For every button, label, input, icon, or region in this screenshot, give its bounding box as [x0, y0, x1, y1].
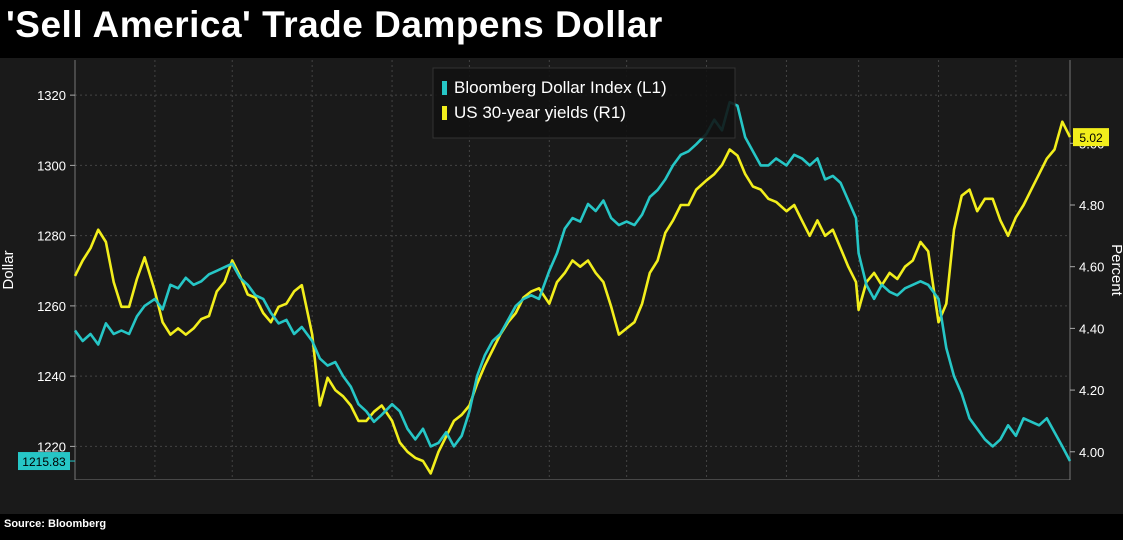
x-axis-band [0, 480, 1123, 514]
legend-label-yields: US 30-year yields (R1) [454, 103, 626, 122]
legend-swatch-dollar [442, 81, 447, 95]
left-tick-label: 1280 [37, 229, 66, 244]
source-note: Source: Bloomberg [4, 518, 107, 530]
left-axis-title: Dollar [0, 250, 17, 289]
gridlines [75, 60, 1070, 478]
right-tick-label: 4.00 [1079, 445, 1104, 460]
left-tick-label: 1220 [37, 439, 66, 454]
right-tick-label: 4.60 [1079, 260, 1104, 275]
yields-last-value-label: 5.02 [1079, 131, 1103, 145]
left-tick-label: 1260 [37, 299, 66, 314]
legend-box [432, 67, 736, 139]
right-tick-label: 4.20 [1079, 383, 1104, 398]
legend: Bloomberg Dollar Index (L1) US 30-year yi… [432, 67, 736, 139]
left-tick-label: 1240 [37, 369, 66, 384]
legend-label-dollar: Bloomberg Dollar Index (L1) [454, 78, 667, 97]
right-tick-label: 4.80 [1079, 198, 1104, 213]
right-axis-title: Percent [1108, 244, 1123, 297]
right-tick-label: 4.40 [1079, 321, 1104, 336]
dollar-last-value-label: 1215.83 [22, 455, 66, 469]
series-lines [73, 100, 1072, 475]
left-tick-label: 1300 [37, 158, 66, 173]
dollar-index-line [73, 100, 1072, 462]
chart-title: 'Sell America' Trade Dampens Dollar [6, 4, 663, 45]
legend-swatch-yields [442, 106, 447, 120]
left-tick-label: 1320 [37, 88, 66, 103]
yields-last-value-badge [1073, 128, 1109, 147]
dollar-last-value-badge [18, 452, 70, 471]
